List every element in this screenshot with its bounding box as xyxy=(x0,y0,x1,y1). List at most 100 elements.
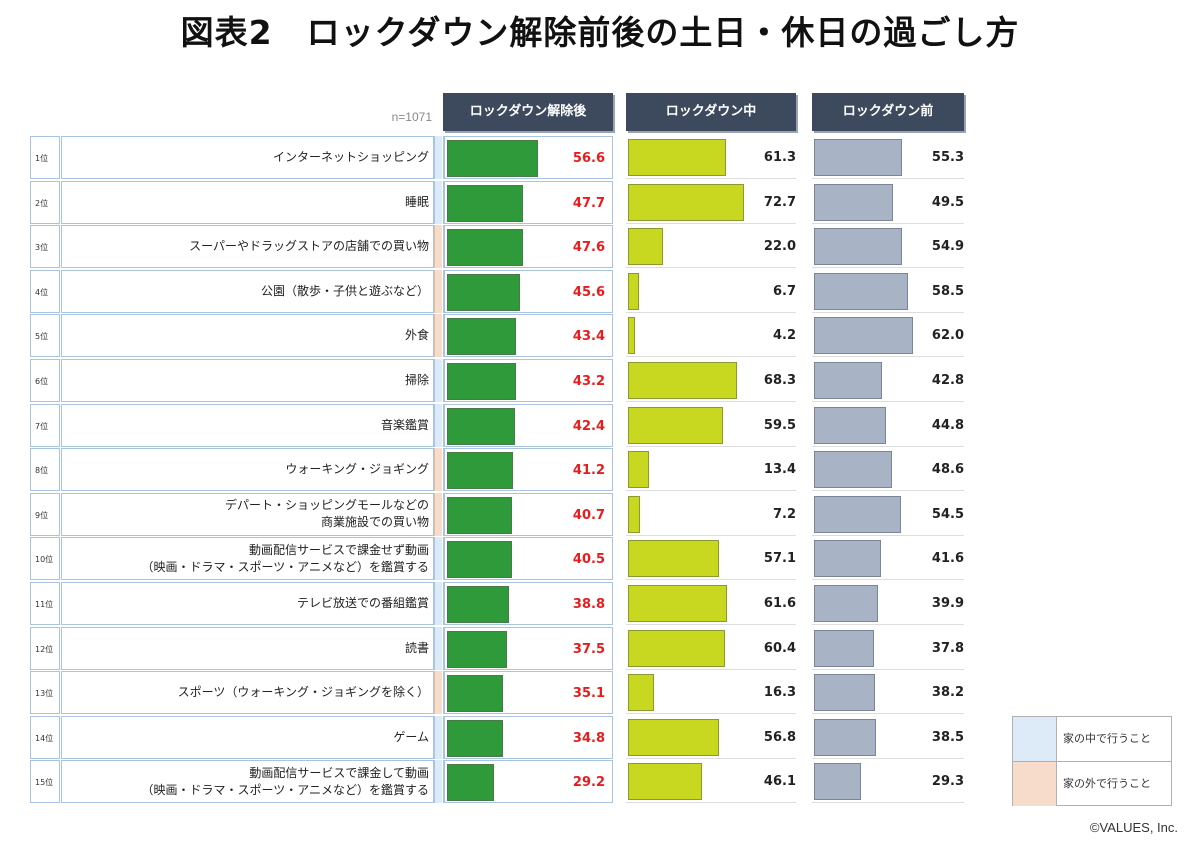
bar-cell: 4.2 xyxy=(626,314,796,358)
data-label: 44.8 xyxy=(931,417,964,433)
bar-cell: 48.6 xyxy=(812,448,964,492)
bar-mark xyxy=(628,718,719,756)
data-label: 72.7 xyxy=(763,194,796,210)
category-label-cell: ゲーム xyxy=(61,715,434,759)
category-type-marker xyxy=(434,671,442,715)
category-label: 動画配信サービスで課金せず動画 （映画・ドラマ・スポーツ・アニメなど）を鑑賞する xyxy=(141,542,429,574)
category-label: ウォーキング・ジョギング xyxy=(285,462,429,477)
data-label: 58.5 xyxy=(931,283,964,299)
data-label: 61.3 xyxy=(763,150,796,165)
data-label: 49.5 xyxy=(931,194,964,210)
bar-cell: 29.2 xyxy=(443,760,613,804)
data-label: 47.7 xyxy=(572,195,605,211)
bar-cell: 40.5 xyxy=(443,537,613,581)
data-label: 59.5 xyxy=(763,417,796,433)
bar-cell: 38.5 xyxy=(812,716,964,759)
bar-mark xyxy=(814,183,894,221)
bar-cell: 45.6 xyxy=(443,269,613,313)
bar-mark xyxy=(628,674,655,712)
bar-mark xyxy=(814,674,876,712)
bar-cell: 22.0 xyxy=(626,225,796,269)
data-label: 39.9 xyxy=(931,596,964,611)
rank-label: 2位 xyxy=(30,180,60,224)
category-type-marker xyxy=(434,180,442,224)
bar-cell: 37.8 xyxy=(812,627,964,670)
chart-row: 13位 スポーツ（ウォーキング・ジョギングを除く） 35.1 16.3 38.2 xyxy=(30,671,970,715)
rank-label: 9位 xyxy=(30,492,60,536)
data-label: 56.8 xyxy=(763,729,796,745)
legend: 家の中で行うこと 家の外で行うこと xyxy=(1012,716,1172,806)
category-type-marker xyxy=(434,359,442,402)
bar-cell: 54.5 xyxy=(812,493,964,536)
category-type-marker xyxy=(434,448,442,492)
bar-mark xyxy=(628,228,664,266)
bar-cell: 42.8 xyxy=(812,359,964,402)
data-label: 54.5 xyxy=(931,506,964,522)
category-label-cell: 外食 xyxy=(61,314,434,358)
bar-mark xyxy=(628,406,724,444)
column-header-after: ロックダウン解除後 xyxy=(443,93,613,131)
bar-mark xyxy=(628,629,725,667)
rank-label: 7位 xyxy=(30,403,60,447)
rank-label: 10位 xyxy=(30,537,60,581)
bar-cell: 46.1 xyxy=(626,760,796,804)
data-label: 56.6 xyxy=(572,151,605,166)
data-label: 16.3 xyxy=(763,685,796,701)
chart-title: 図表2 ロックダウン解除前後の土日・休日の過ごし方 xyxy=(180,13,1020,52)
rank-label: 4位 xyxy=(30,269,60,313)
category-label: 動画配信サービスで課金して動画 （映画・ドラマ・スポーツ・アニメなど）を鑑賞する xyxy=(141,765,429,797)
category-label: 外食 xyxy=(404,328,429,343)
bar-mark xyxy=(447,586,510,623)
data-label: 38.5 xyxy=(931,729,964,745)
category-label-cell: ウォーキング・ジョギング xyxy=(61,448,434,492)
chart-row: 2位 睡眠 47.7 72.7 49.5 xyxy=(30,180,970,225)
data-label: 42.4 xyxy=(572,418,605,434)
chart-row: 9位 デパート・ショッピングモールなどの 商業施設での買い物 40.7 7.2 54.5 xyxy=(30,492,970,537)
copyright: ©VALUES, Inc. xyxy=(1089,820,1178,835)
category-label-cell: インターネットショッピング xyxy=(61,136,434,179)
bar-cell: 34.8 xyxy=(443,715,613,759)
bar-cell: 55.3 xyxy=(812,136,964,179)
category-label-cell: 公園（散歩・子供と遊ぶなど） xyxy=(61,269,434,313)
bar-cell: 7.2 xyxy=(626,493,796,536)
category-type-marker xyxy=(434,715,442,759)
chart-row: 5位 外食 43.4 4.2 62.0 xyxy=(30,314,970,358)
bar-cell: 41.2 xyxy=(443,448,613,492)
bar-cell: 44.8 xyxy=(812,404,964,447)
category-label: 掃除 xyxy=(404,373,429,387)
category-type-marker xyxy=(434,760,442,804)
bar-mark xyxy=(814,362,883,399)
category-label-cell: スーパーやドラッグストアの店舗での買い物 xyxy=(61,225,434,269)
data-label: 45.6 xyxy=(572,284,605,300)
bar-mark xyxy=(447,496,513,534)
bar-cell: 62.0 xyxy=(812,314,964,358)
bar-mark xyxy=(628,317,635,355)
column-header-during: ロックダウン中 xyxy=(626,93,796,131)
bar-cell: 49.5 xyxy=(812,181,964,224)
bar-cell: 56.6 xyxy=(443,136,613,179)
bar-mark xyxy=(628,585,727,622)
category-label: テレビ放送での番組鑑賞 xyxy=(296,596,429,610)
rank-label: 12位 xyxy=(30,626,60,670)
data-label: 38.8 xyxy=(572,597,605,612)
bar-cell: 56.8 xyxy=(626,716,796,759)
bar-cell: 54.9 xyxy=(812,225,964,269)
bar-mark xyxy=(447,273,520,311)
category-type-marker xyxy=(434,403,442,447)
category-label: 音楽鑑賞 xyxy=(380,417,429,432)
data-label: 38.2 xyxy=(931,685,964,701)
bar-mark xyxy=(814,540,881,578)
category-type-marker xyxy=(434,225,442,269)
data-label: 40.7 xyxy=(572,507,605,523)
data-label: 55.3 xyxy=(931,150,964,165)
rank-label: 3位 xyxy=(30,225,60,269)
rank-label: 11位 xyxy=(30,582,60,625)
data-label: 34.8 xyxy=(572,730,605,746)
bar-mark xyxy=(814,718,876,756)
legend-item-home: 家の中で行うこと xyxy=(1013,717,1171,762)
category-label: スーパーやドラッグストアの店舗での買い物 xyxy=(189,239,429,254)
bar-cell: 40.7 xyxy=(443,492,613,536)
legend-item-outside: 家の外で行うこと xyxy=(1013,762,1171,806)
data-label: 68.3 xyxy=(763,373,796,388)
category-type-marker xyxy=(434,314,442,358)
